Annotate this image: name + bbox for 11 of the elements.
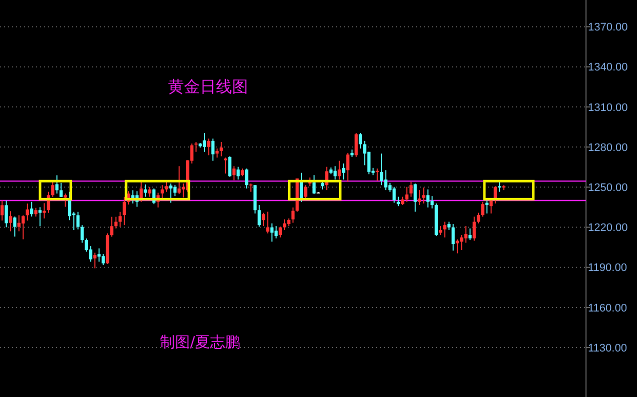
y-tick-label: 1310.00 (588, 102, 628, 114)
annotation: 制图/夏志鹏 (160, 333, 240, 351)
y-tick-label: 1220.00 (588, 222, 628, 234)
y-tick-label: 1370.00 (588, 22, 628, 34)
y-tick-label: 1340.00 (588, 62, 628, 74)
y-tick-label: 1160.00 (588, 302, 627, 314)
y-tick-label: 1280.00 (588, 142, 628, 154)
y-tick-label: 1250.00 (588, 182, 628, 194)
y-tick-label: 1130.00 (588, 342, 627, 354)
text: 黄金日线图 (168, 77, 248, 96)
y-tick-label: 1190.00 (588, 262, 627, 274)
